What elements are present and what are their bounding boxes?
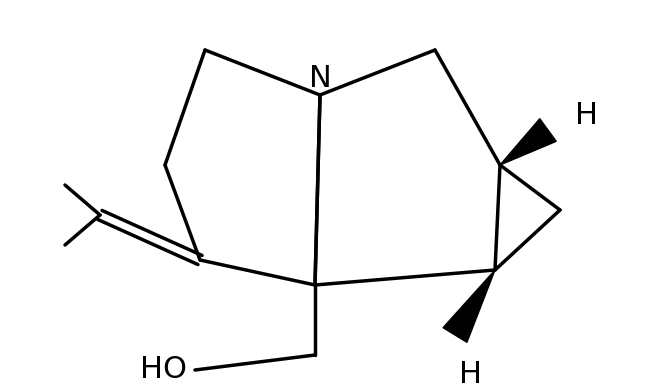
Text: N: N (309, 64, 332, 93)
Polygon shape (500, 119, 556, 165)
Polygon shape (443, 270, 495, 342)
Text: H: H (575, 100, 598, 129)
Text: H: H (458, 360, 482, 386)
Text: HO: HO (140, 356, 187, 384)
